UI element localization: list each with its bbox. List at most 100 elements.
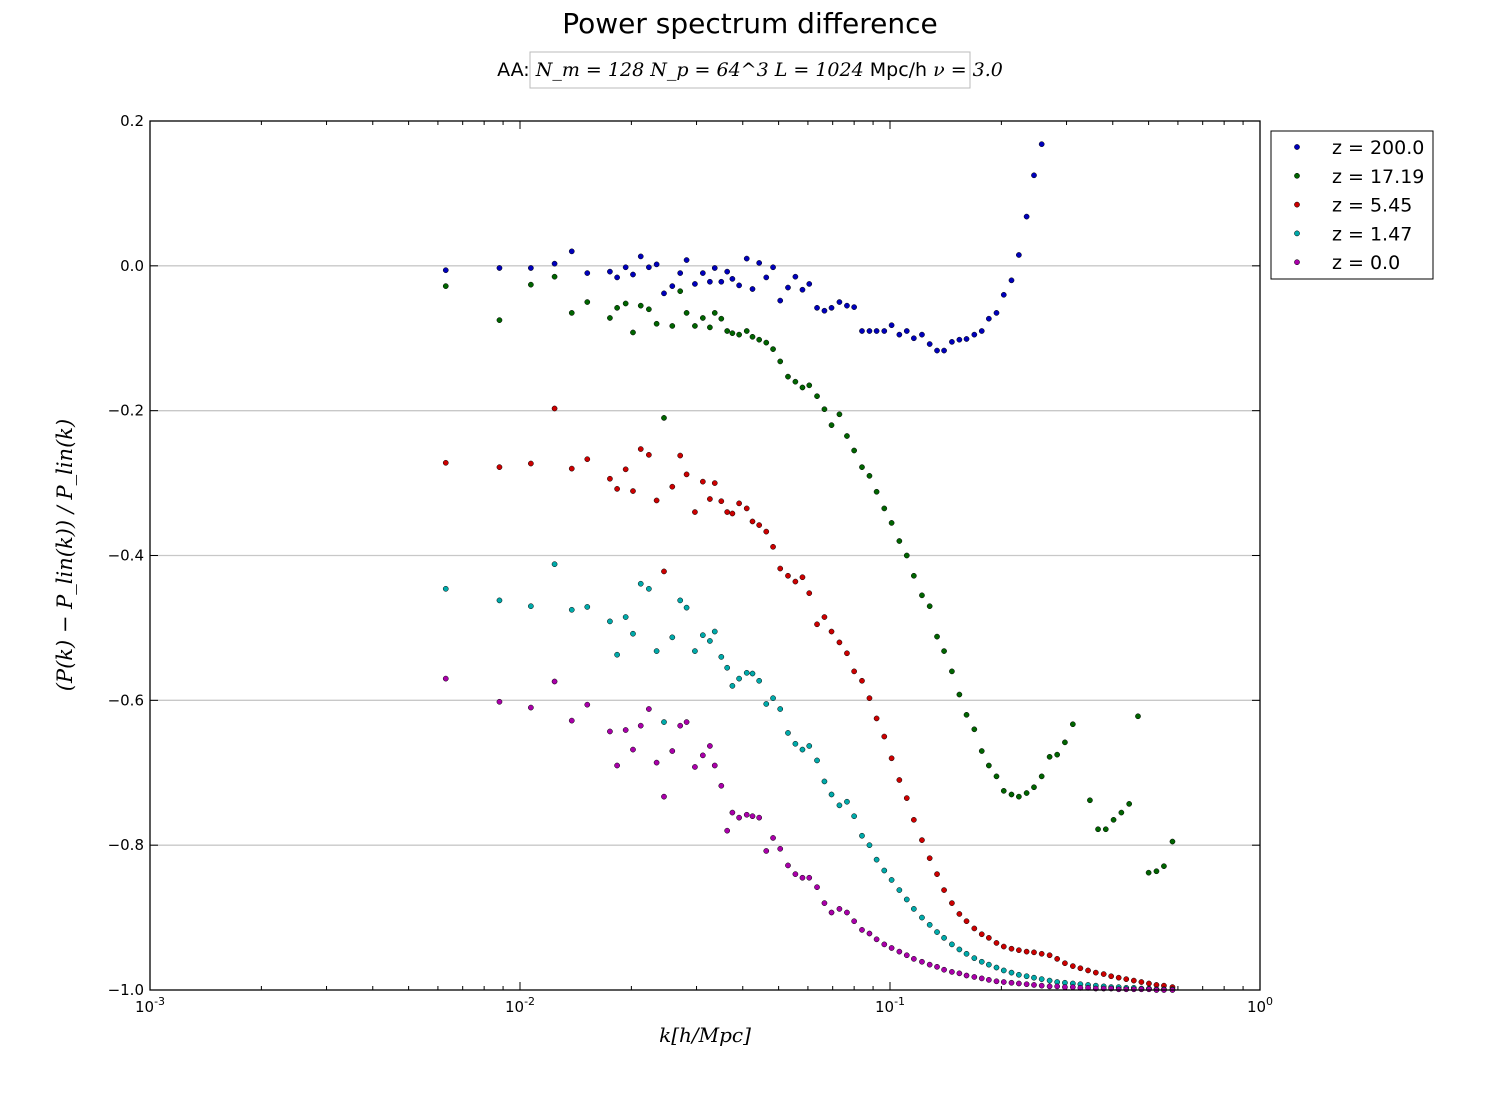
data-point: [736, 500, 742, 507]
data-point: [1031, 784, 1037, 791]
data-point: [749, 518, 756, 525]
data-point: [568, 717, 575, 724]
data-point: [614, 486, 620, 492]
data-point: [1138, 979, 1145, 985]
data-point: [736, 814, 742, 821]
data-point: [821, 614, 828, 620]
data-point: [724, 664, 731, 671]
data-point: [1008, 979, 1015, 986]
data-point: [528, 603, 534, 610]
data-point: [729, 809, 736, 816]
x-tick-label: 10-1: [875, 995, 905, 1016]
data-point: [986, 935, 992, 941]
data-point: [669, 283, 676, 289]
data-point: [707, 743, 713, 749]
data-point: [836, 906, 843, 912]
legend-marker: [1294, 144, 1300, 150]
data-point: [711, 628, 718, 635]
data-point: [814, 393, 820, 400]
data-point: [718, 498, 725, 505]
data-point: [1038, 773, 1045, 780]
data-point: [1108, 973, 1115, 980]
data-point: [903, 552, 910, 559]
data-point: [934, 929, 940, 935]
plot-frame: [149, 120, 1261, 991]
data-point: [859, 927, 865, 933]
data-point: [873, 856, 880, 863]
data-point: [799, 384, 806, 391]
data-point: [888, 877, 895, 883]
data-point: [903, 952, 910, 959]
data-point: [911, 816, 917, 823]
data-point: [963, 918, 970, 925]
data-point: [692, 764, 698, 770]
data-point: [896, 887, 903, 893]
data-point: [568, 465, 575, 472]
data-point: [926, 921, 933, 928]
data-point: [1008, 969, 1015, 976]
data-point: [607, 315, 613, 321]
y-tick-label: −1.0: [108, 981, 144, 999]
legend-label: z = 17.19: [1332, 166, 1424, 188]
data-point: [919, 331, 925, 338]
legend-label: z = 200.0: [1332, 137, 1424, 159]
data-point: [743, 328, 750, 334]
data-point: [911, 572, 917, 579]
data-point: [707, 496, 713, 502]
data-point: [442, 675, 449, 682]
data-point: [926, 961, 933, 968]
data-point: [1123, 976, 1130, 982]
series-0: [442, 141, 1045, 354]
data-point: [888, 945, 895, 951]
data-point: [1000, 788, 1007, 794]
data-point: [551, 678, 558, 685]
legend-marker: [1294, 230, 1300, 237]
data-point: [1123, 986, 1130, 993]
data-point: [919, 837, 925, 843]
data-point: [896, 777, 903, 783]
data-point: [763, 339, 770, 346]
data-point: [756, 522, 763, 528]
data-point: [828, 628, 835, 635]
data-point: [949, 339, 955, 345]
data-point: [986, 961, 992, 968]
data-point: [986, 315, 992, 322]
data-point: [993, 940, 1000, 946]
data-point: [661, 568, 667, 575]
data-point: [785, 572, 791, 579]
data-point: [749, 333, 756, 340]
subtitle-nu: ν = 3.0: [933, 59, 1003, 81]
data-point: [777, 845, 784, 852]
data-point: [692, 281, 698, 287]
data-point: [669, 483, 676, 490]
data-point: [814, 757, 820, 764]
data-point: [653, 648, 660, 654]
data-point: [528, 265, 534, 271]
data-point: [873, 715, 880, 722]
data-point: [836, 411, 843, 418]
data-point: [551, 561, 558, 568]
data-point: [1038, 950, 1045, 957]
data-point: [637, 722, 644, 729]
data-point: [881, 867, 888, 874]
data-point: [1115, 974, 1122, 981]
data-point: [622, 300, 629, 307]
data-point: [729, 510, 736, 517]
data-point: [1054, 983, 1061, 990]
data-point: [1023, 790, 1030, 796]
data-point: [799, 746, 806, 753]
data-point: [1069, 963, 1076, 969]
data-point: [707, 638, 713, 644]
data-point: [866, 930, 873, 937]
data-point: [1145, 869, 1152, 876]
data-point: [699, 315, 706, 321]
data-point: [1054, 751, 1061, 758]
data-point: [934, 871, 940, 877]
data-point: [859, 677, 865, 684]
data-point: [1062, 984, 1068, 990]
data-point: [584, 299, 591, 305]
y-tick-label: 0.0: [120, 257, 144, 275]
data-point: [1146, 986, 1152, 993]
data-point: [821, 778, 828, 785]
data-point: [711, 480, 718, 486]
